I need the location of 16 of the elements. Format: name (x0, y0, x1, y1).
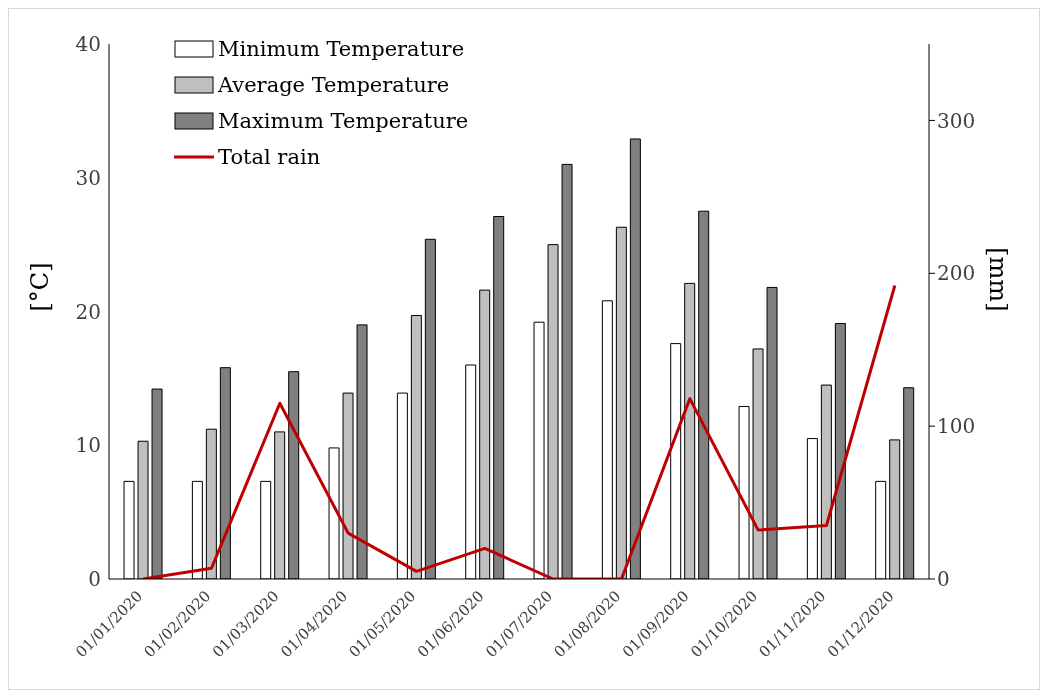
line-series (141, 284, 897, 579)
y-axis-title: [°C] (25, 262, 54, 312)
y2-tick-label: 100 (937, 414, 976, 439)
legend-label: Maximum Temperature (218, 109, 469, 133)
legend-label: Total rain (218, 145, 321, 169)
y-tick-label: 40 (75, 32, 101, 57)
y2-tick-label: 300 (937, 108, 976, 133)
y2-tick-label: 0 (937, 567, 950, 592)
y-tick-label: 0 (88, 567, 101, 592)
y-tick-label: 30 (75, 165, 101, 190)
y-tick-label: 10 (75, 433, 101, 458)
legend-label: Minimum Temperature (218, 37, 465, 61)
y2-tick-label: 200 (937, 261, 976, 286)
y2-axis-title: [mm] (984, 247, 1013, 312)
legend-label: Average Temperature (218, 73, 450, 97)
y-tick-label: 20 (75, 299, 101, 324)
